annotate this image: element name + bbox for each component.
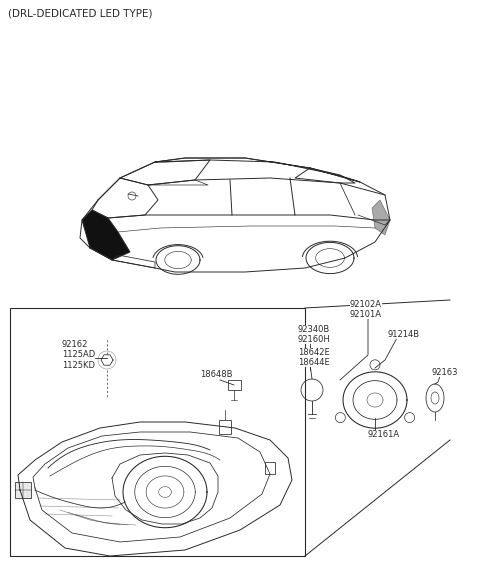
- Text: 92102A
92101A: 92102A 92101A: [350, 300, 382, 319]
- Bar: [219, 420, 231, 434]
- Polygon shape: [82, 210, 130, 260]
- Text: 91214B: 91214B: [388, 330, 420, 339]
- Bar: [15, 482, 31, 498]
- Text: 18648B: 18648B: [200, 370, 232, 379]
- Text: 92340B
92160H: 92340B 92160H: [298, 325, 331, 345]
- Text: (DRL-DEDICATED LED TYPE): (DRL-DEDICATED LED TYPE): [8, 8, 153, 18]
- Bar: [265, 462, 275, 474]
- Polygon shape: [372, 200, 390, 235]
- Text: 92162
1125AD
1125KD: 92162 1125AD 1125KD: [62, 340, 95, 370]
- Text: 18642E
18644E: 18642E 18644E: [298, 348, 330, 367]
- Bar: [228, 380, 241, 390]
- Text: 92163: 92163: [432, 368, 458, 377]
- Text: 92161A: 92161A: [367, 430, 399, 439]
- Bar: [10, 308, 305, 556]
